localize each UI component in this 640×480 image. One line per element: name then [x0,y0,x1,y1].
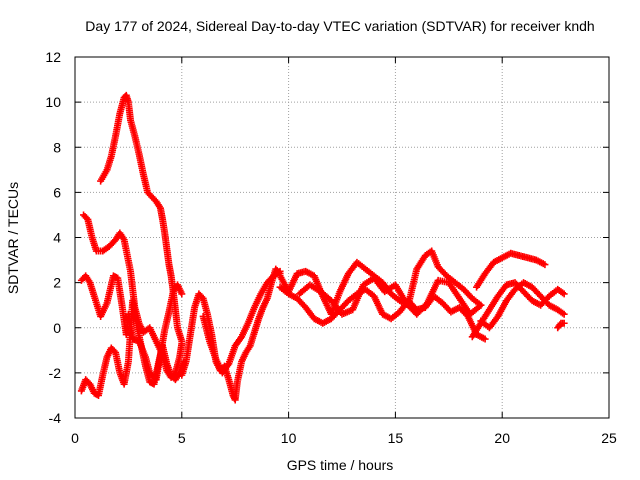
data-point [178,337,186,345]
trail-marker [475,302,483,310]
series-track-4 [77,297,188,399]
x-tick-label: 20 [494,430,510,446]
x-tick-label: 10 [281,430,297,446]
x-tick-label: 25 [601,430,617,446]
series-track-5 [178,265,284,404]
data-point [560,319,568,327]
data-point [560,310,568,318]
chart-title: Day 177 of 2024, Sidereal Day-to-day VTE… [85,18,594,34]
series-track-11 [468,279,568,341]
axis-ticks: 0 5 10 15 20 25 -4 -2 0 2 4 6 8 10 12 [45,49,617,446]
data-point [541,261,549,269]
y-tick-label: -2 [49,365,62,381]
y-tick-label: -4 [49,410,62,426]
y-tick-label: 12 [45,49,61,65]
trail-marker [82,214,90,222]
x-tick-label: 5 [178,430,186,446]
data-series [77,91,568,404]
trail-marker [110,347,118,355]
y-tick-label: 8 [53,139,61,155]
x-tick-label: 0 [71,430,79,446]
data-point [481,335,489,343]
series-track-2 [97,91,186,345]
series-track-10 [473,249,549,291]
x-axis-label: GPS time / hours [287,457,394,473]
y-axis-label: SDTVAR / TECUs [5,182,21,294]
series-track-12 [477,279,568,332]
series-track-9 [295,274,485,318]
data-point [477,301,485,309]
y-tick-label: 4 [53,230,61,246]
series-track-6 [199,267,284,377]
trail-marker [224,361,232,369]
x-tick-label: 15 [388,430,404,446]
y-tick-label: 0 [53,320,61,336]
y-tick-label: 2 [53,275,61,291]
data-point [560,290,568,298]
plot-frame [74,56,610,419]
y-tick-label: 10 [45,94,61,110]
data-point [178,290,186,298]
series-track-13 [554,319,568,332]
y-tick-label: 6 [53,184,61,200]
